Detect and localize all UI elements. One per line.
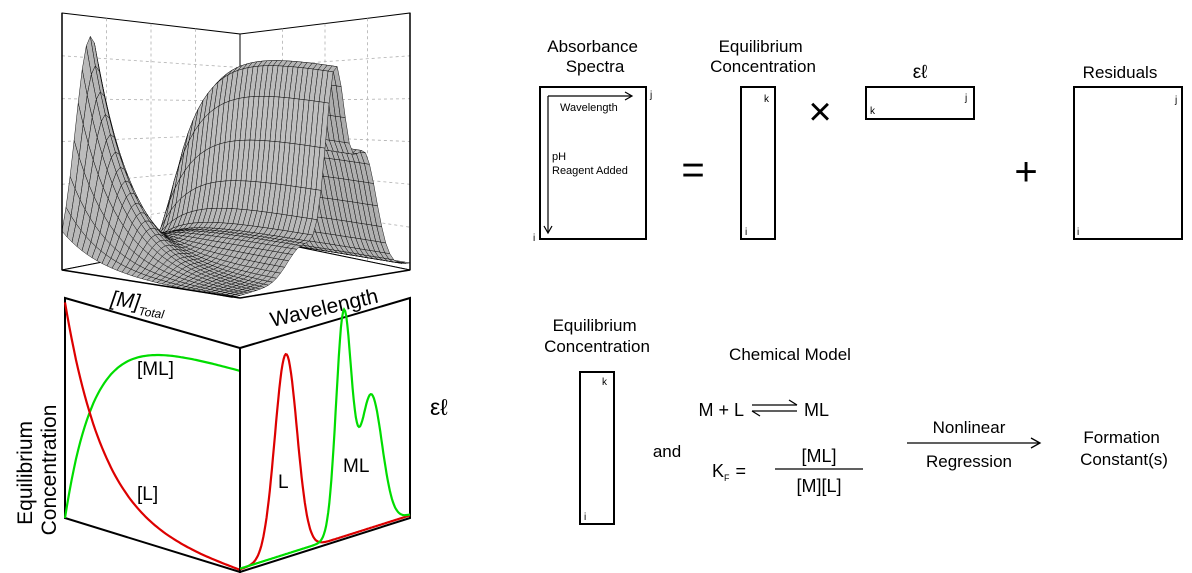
surface-mesh <box>61 35 411 298</box>
absorbance-col-index: j <box>649 90 652 101</box>
concentration-matrix-title: Equilibrium Concentration <box>710 37 816 76</box>
equilibrium-arrows-icon <box>751 399 798 417</box>
model-conc-title: Equilibrium Concentration <box>544 316 650 356</box>
surface-plot: [M]Total Wavelength <box>61 12 411 332</box>
peak-l-label: L <box>278 472 289 493</box>
absorbance-col-label: Wavelength <box>560 102 618 114</box>
molar-abs-row-index: k <box>870 106 876 117</box>
concentration-matrix-row-index: i <box>745 227 747 238</box>
absorbance-matrix <box>539 86 647 240</box>
curve-ml-label: [ML] <box>137 359 174 380</box>
l-concentration-curve <box>63 302 241 571</box>
plus-sign: + <box>1014 150 1037 194</box>
ml-absorptivity-peak <box>239 307 411 570</box>
residuals-title: Residuals <box>1083 63 1158 82</box>
concentration-matrix <box>740 86 776 240</box>
absorbance-row-index: i <box>533 233 535 244</box>
molar-abs-title: εℓ <box>913 62 928 83</box>
model-conc-matrix <box>579 371 615 525</box>
peak-ml-label: ML <box>343 456 369 477</box>
residuals-matrix <box>1073 86 1183 240</box>
absorptivity-axis-title: εℓ <box>430 394 448 420</box>
regression-arrowhead-icon <box>1030 437 1042 449</box>
reaction-left: M + L <box>698 400 744 420</box>
absorbance-row-label: pH Reagent Added <box>552 151 628 177</box>
concentration-panel-frame <box>64 296 241 573</box>
model-conc-row-index: i <box>584 512 586 523</box>
times-sign: × <box>808 90 831 134</box>
absorbance-col-arrowhead <box>624 91 634 101</box>
regression-arrow-bottom-label: Regression <box>926 452 1012 471</box>
residuals-col-index: j <box>1174 95 1177 106</box>
axis-label-total-metal: [M]Total <box>108 287 167 322</box>
model-conc-col-index: k <box>602 377 608 388</box>
ml-concentration-curve <box>63 353 241 519</box>
model-section: Equilibrium Concentration k i and Chemic… <box>544 316 1168 525</box>
formation-constants-result: Formation Constant(s) <box>1080 428 1168 469</box>
curve-l-label: [L] <box>137 484 158 505</box>
molar-abs-col-index: j <box>964 93 967 104</box>
equals-sign: = <box>681 148 704 192</box>
chemical-model-title: Chemical Model <box>729 345 851 364</box>
l-absorptivity-peak <box>239 352 411 571</box>
absorbance-row-arrowhead <box>543 225 553 235</box>
kf-symbol: KF = <box>712 461 746 483</box>
kf-denominator: [M][L] <box>796 476 841 496</box>
reaction-right: ML <box>804 400 829 420</box>
regression-arrow-top-label: Nonlinear <box>933 418 1006 437</box>
concentration-axis-title: Equilibrium Concentration <box>14 405 61 536</box>
concentration-panel: [ML] [L] Equilibrium Concentration <box>14 296 241 573</box>
residuals-row-index: i <box>1077 227 1079 238</box>
and-label: and <box>653 442 681 461</box>
kf-numerator: [ML] <box>801 446 836 466</box>
surface-front-edge-left <box>61 269 241 299</box>
concentration-matrix-col-index: k <box>764 94 770 105</box>
molar-abs-matrix <box>865 86 975 120</box>
surface-front-edge-right <box>239 269 411 299</box>
matrix-equation: Absorbance Spectra Wavelength pH Reagent… <box>533 37 1183 244</box>
absorbance-title: Absorbance Spectra <box>547 37 642 76</box>
absorptivity-panel: L ML εℓ <box>239 296 448 573</box>
